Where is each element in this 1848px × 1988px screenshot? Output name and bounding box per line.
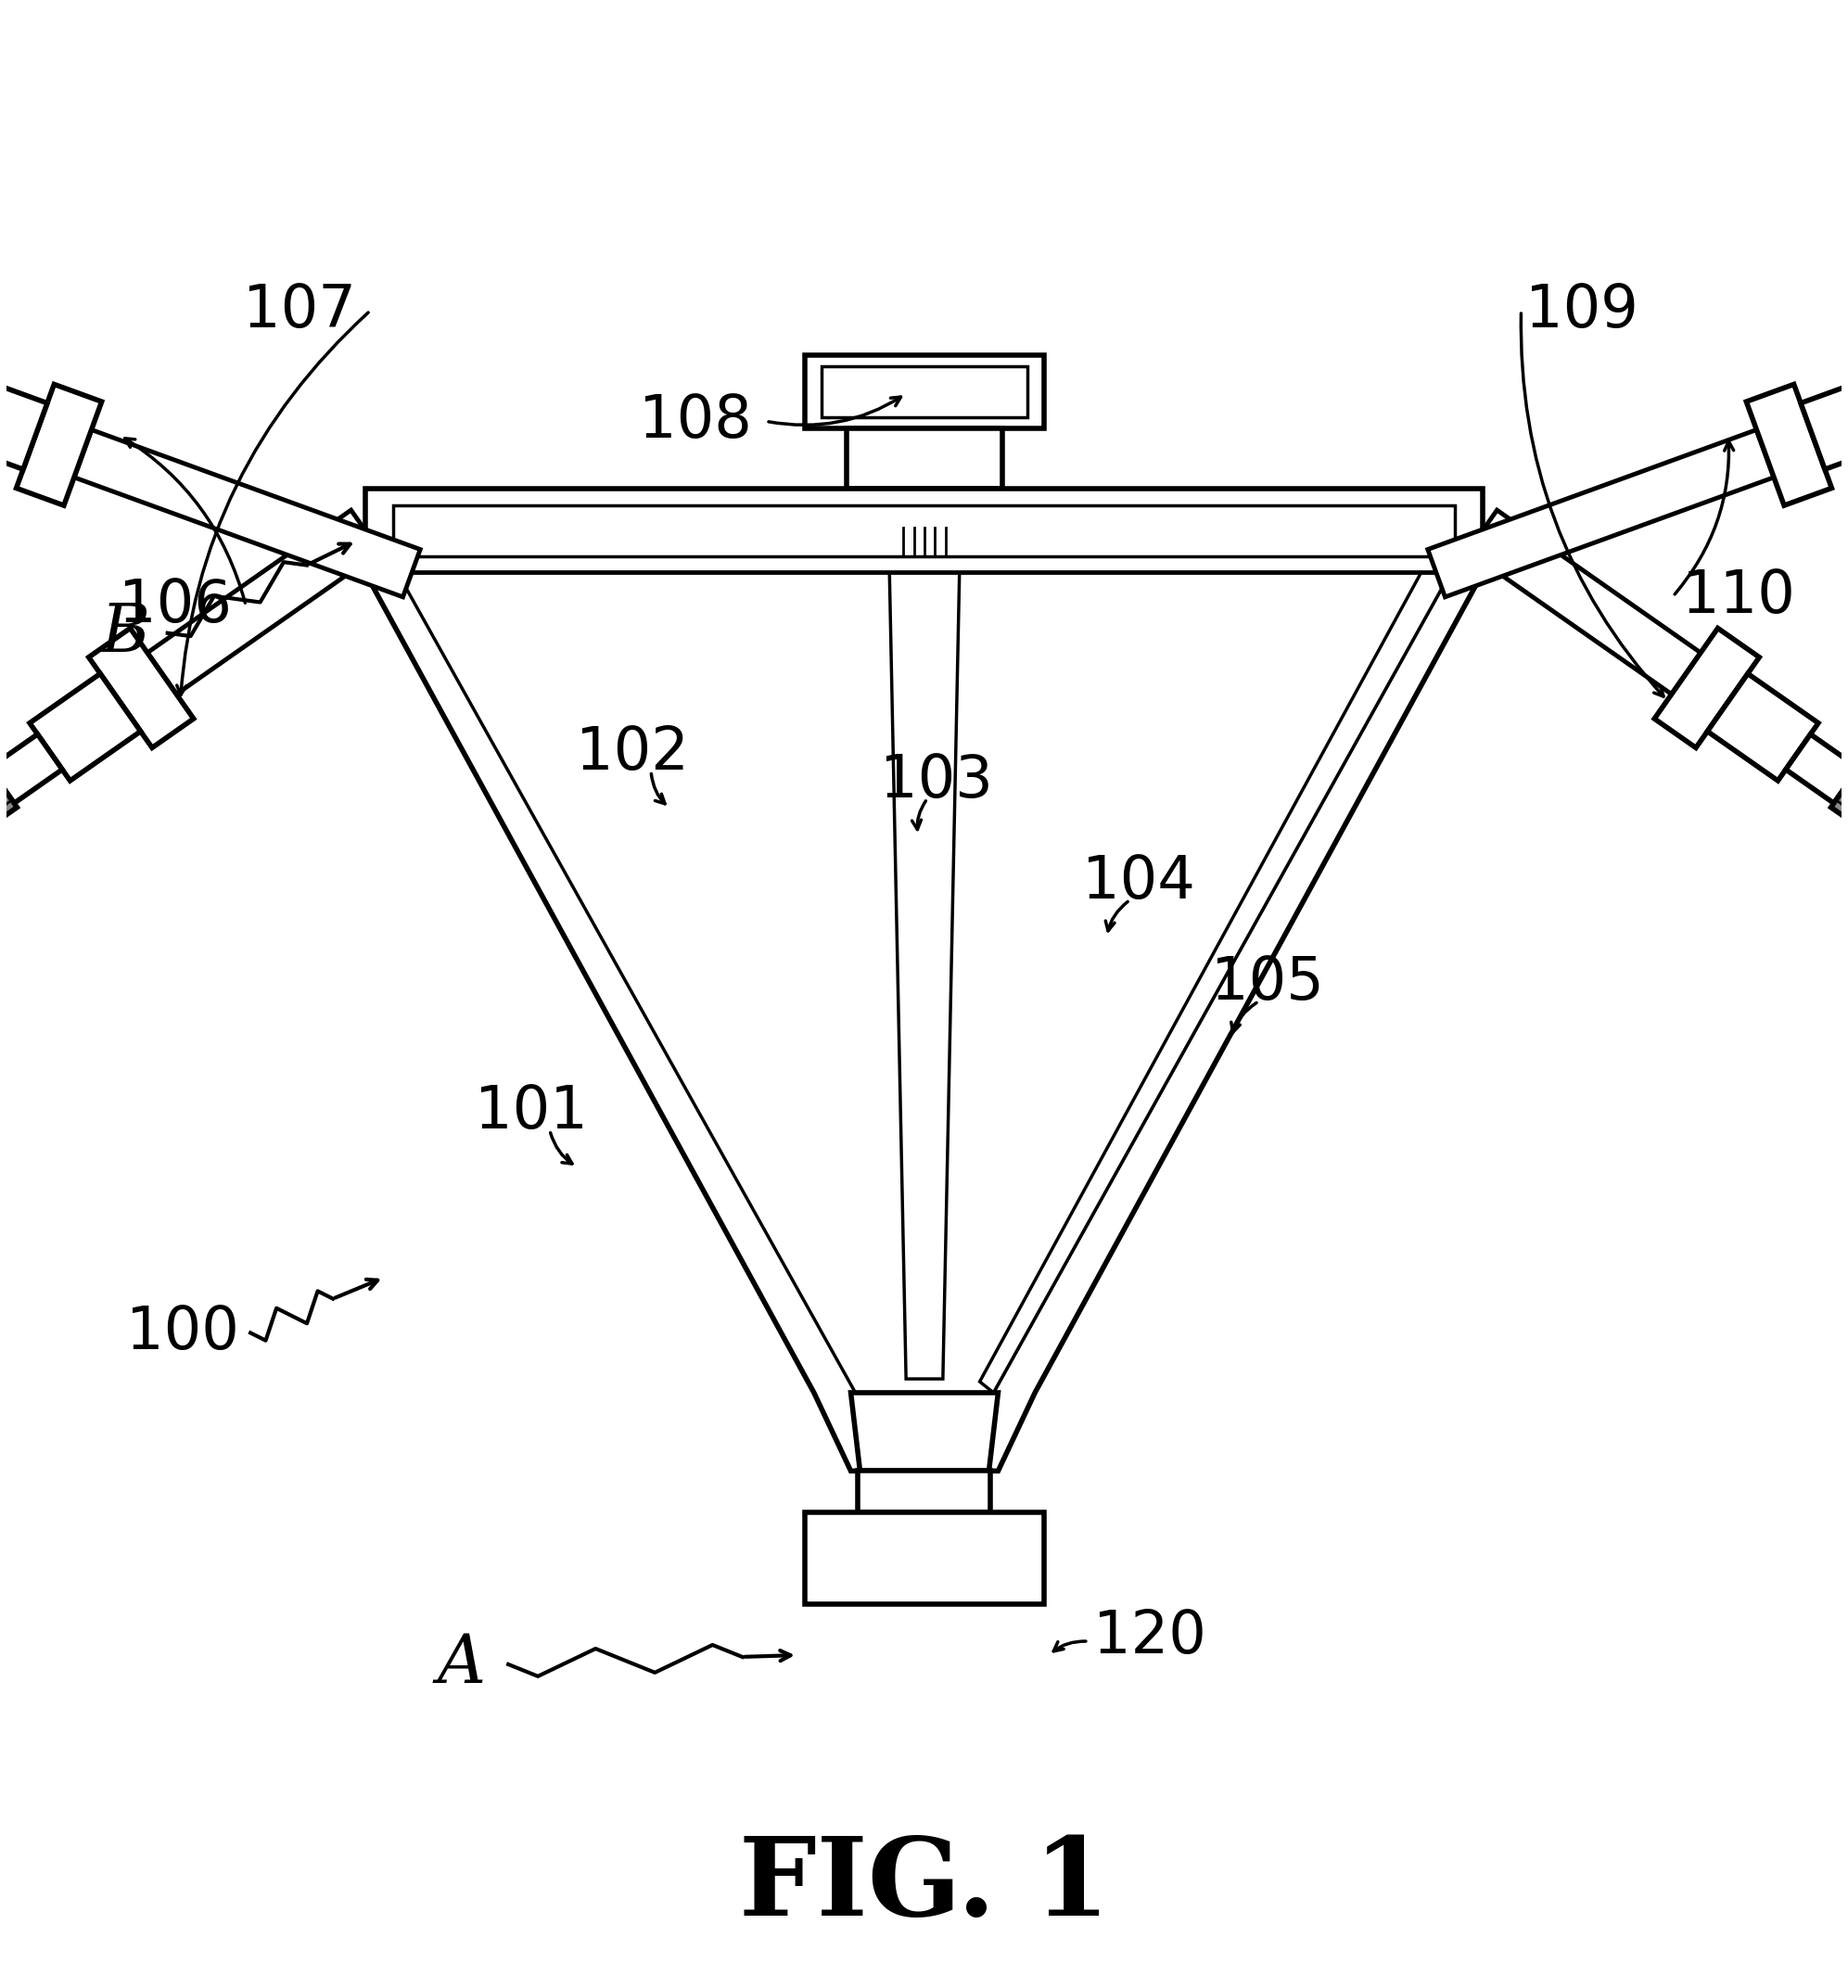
Polygon shape [1654,628,1759,747]
Polygon shape [804,356,1044,429]
Text: 102: 102 [577,724,689,781]
Polygon shape [148,511,381,694]
Polygon shape [397,573,1451,1394]
Polygon shape [850,1394,998,1471]
Polygon shape [821,366,1027,417]
Polygon shape [366,573,1482,1471]
Polygon shape [846,429,1003,489]
Polygon shape [0,374,48,469]
Polygon shape [889,573,959,1380]
Polygon shape [1800,374,1848,469]
Polygon shape [17,384,102,505]
Text: 100: 100 [126,1304,238,1362]
Text: 104: 104 [1083,853,1196,911]
Polygon shape [0,763,17,821]
Polygon shape [366,489,1482,573]
Polygon shape [1831,763,1848,821]
Polygon shape [0,734,63,803]
Polygon shape [1429,429,1774,596]
Polygon shape [30,674,140,781]
Polygon shape [900,457,950,527]
Polygon shape [893,527,955,557]
Text: 107: 107 [244,282,357,340]
Polygon shape [804,1513,1044,1604]
Text: 108: 108 [639,392,752,449]
Text: 101: 101 [475,1083,588,1141]
Text: 120: 120 [1092,1608,1207,1666]
Text: FIG. 1: FIG. 1 [739,1833,1111,1938]
Text: 103: 103 [880,751,992,809]
Text: A: A [436,1632,486,1698]
Polygon shape [883,356,967,457]
Polygon shape [1708,674,1818,781]
Text: B: B [100,600,150,666]
Polygon shape [979,573,1451,1394]
Text: 109: 109 [1526,282,1639,340]
Text: 105: 105 [1212,954,1325,1012]
Polygon shape [1746,384,1831,505]
Text: 106: 106 [118,577,233,634]
Polygon shape [89,628,194,747]
Polygon shape [394,505,1454,557]
Polygon shape [1467,511,1700,694]
Polygon shape [1785,734,1848,803]
Polygon shape [74,429,419,596]
Text: 110: 110 [1682,567,1794,624]
Polygon shape [857,1471,991,1513]
